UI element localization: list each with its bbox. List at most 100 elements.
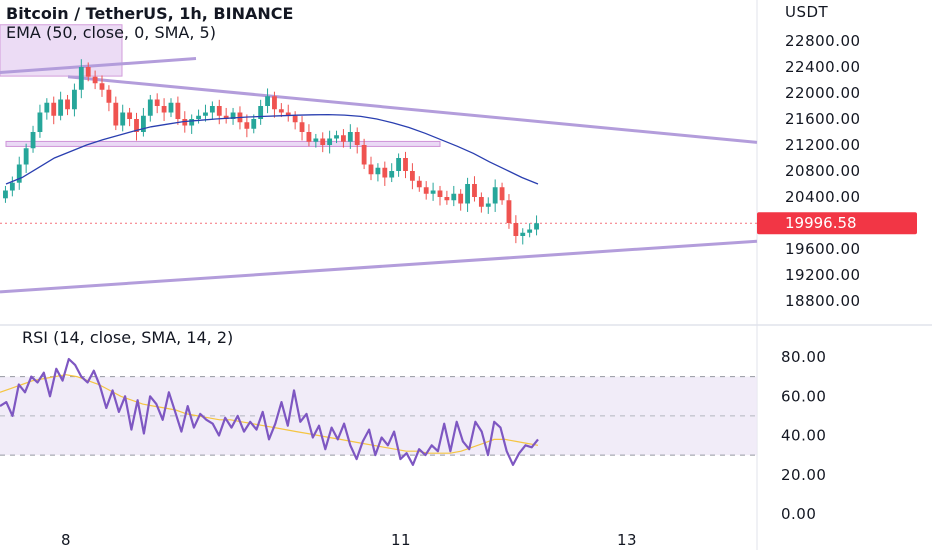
- candle-body: [154, 99, 160, 106]
- last-price-label: 19996.58: [785, 214, 857, 232]
- candle-body: [334, 135, 339, 139]
- candle-body: [444, 197, 450, 201]
- chart-title: Bitcoin / TetherUS, 1h, BINANCE: [6, 4, 293, 23]
- price-tick-label: 19200.00: [785, 266, 861, 284]
- candle-body: [492, 187, 498, 204]
- candle-body: [92, 76, 98, 84]
- rsi-ma-line: [0, 374, 539, 454]
- candle-body: [140, 115, 146, 132]
- candle-body: [127, 112, 133, 119]
- candle-body: [478, 197, 484, 207]
- candle-body: [382, 167, 388, 178]
- price-tick-label: 21200.00: [785, 136, 861, 154]
- ema-50-line: [5, 113, 539, 185]
- candle-body: [472, 184, 477, 197]
- candle-body: [416, 180, 422, 188]
- time-tick-label: 13: [617, 531, 637, 549]
- candle-body: [527, 229, 533, 233]
- candle-body: [196, 115, 201, 119]
- rsi-axis[interactable]: 80.00 60.00 40.00 20.00 0.00: [781, 348, 826, 523]
- candle-body: [120, 112, 126, 126]
- candle-body: [182, 119, 188, 126]
- candle-body: [65, 99, 70, 110]
- candle-body: [9, 182, 15, 191]
- price-tick-label: 20400.00: [785, 188, 861, 206]
- candle-body: [499, 187, 505, 201]
- candle-body: [3, 190, 8, 199]
- time-axis[interactable]: 8 11 13: [61, 531, 637, 549]
- candle-body: [175, 102, 181, 119]
- rsi-tick-label: 40.00: [781, 427, 826, 445]
- candle-body: [37, 112, 43, 132]
- candle-body: [258, 106, 264, 119]
- candle-body: [292, 115, 298, 123]
- candle-body: [313, 138, 319, 142]
- candle-body: [520, 232, 526, 236]
- candle-body: [78, 67, 84, 90]
- price-tick-label: 19600.00: [785, 240, 861, 258]
- lower-trendline[interactable]: [0, 239, 758, 294]
- candle-body: [534, 223, 539, 230]
- candle-body: [451, 193, 457, 201]
- candle-body: [113, 102, 119, 126]
- candle-body: [23, 148, 29, 165]
- upper-trendline[interactable]: [67, 75, 758, 144]
- candle-body: [85, 67, 91, 77]
- rsi-tick-label: 60.00: [781, 387, 826, 405]
- candle-body: [72, 89, 77, 110]
- candle-body: [465, 184, 470, 204]
- candle-body: [458, 193, 464, 204]
- ema-legend[interactable]: EMA (50, close, 0, SMA, 5): [6, 23, 216, 42]
- candle-body: [423, 187, 429, 194]
- rsi-tick-label: 0.00: [781, 505, 816, 523]
- candle-body: [299, 122, 305, 132]
- currency-label: USDT: [785, 3, 829, 21]
- candle-body: [161, 106, 167, 113]
- price-tick-label: 22000.00: [785, 84, 861, 102]
- candle-body: [16, 164, 22, 183]
- candle-body: [327, 138, 333, 145]
- price-axis[interactable]: 22800.00 22400.00 22000.00 21600.00 21200.00…: [785, 32, 861, 310]
- candle-body: [244, 122, 250, 129]
- candle-body: [375, 167, 381, 175]
- swing-high-line[interactable]: [0, 57, 197, 75]
- price-tick-label: 18800.00: [785, 292, 861, 310]
- candle-body: [396, 158, 402, 171]
- candle-body: [209, 106, 215, 113]
- candle-body: [106, 89, 112, 103]
- candle-body: [99, 83, 105, 90]
- candle-body: [285, 112, 291, 116]
- candle-body: [44, 102, 50, 113]
- rsi-line: [0, 357, 539, 466]
- candle-body: [361, 145, 367, 165]
- candle-body: [409, 171, 415, 181]
- rsi-legend[interactable]: RSI (14, close, SMA, 14, 2): [22, 328, 233, 347]
- candle-body: [189, 119, 195, 126]
- candle-body: [513, 223, 519, 236]
- candle-body: [30, 132, 36, 149]
- candle-body: [51, 102, 57, 116]
- candle-body: [147, 99, 153, 116]
- last-price-tag: [757, 212, 917, 235]
- rsi-tick-label: 80.00: [781, 348, 826, 366]
- candle-body: [403, 158, 408, 171]
- price-tick-label: 20800.00: [785, 162, 861, 180]
- resistance-zone[interactable]: [5, 140, 441, 147]
- candle-body: [278, 109, 284, 113]
- price-tick-label: 21600.00: [785, 110, 861, 128]
- candle-body: [251, 119, 257, 129]
- candle-body: [485, 203, 491, 207]
- candle-body: [265, 96, 270, 106]
- rsi-tick-label: 20.00: [781, 466, 826, 484]
- time-tick-label: 8: [61, 531, 71, 549]
- time-tick-label: 11: [391, 531, 411, 549]
- candle-body: [430, 190, 436, 194]
- candle-body: [223, 115, 229, 119]
- candle-body: [368, 164, 374, 175]
- candle-body: [306, 132, 312, 142]
- candle-body: [341, 135, 346, 142]
- price-tick-label: 22800.00: [785, 32, 861, 50]
- candle-body: [230, 112, 236, 119]
- candle-body: [354, 132, 360, 145]
